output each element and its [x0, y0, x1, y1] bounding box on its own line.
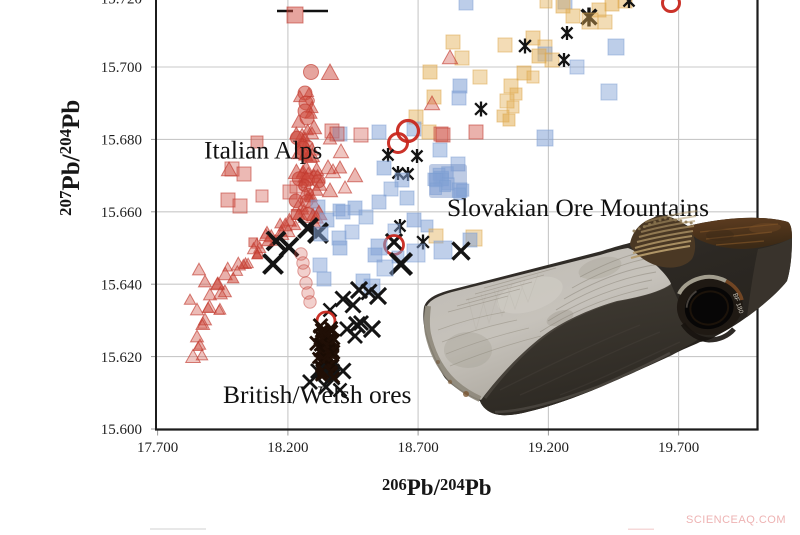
svg-text:207Pb/204Pb: 207Pb/204Pb [56, 100, 85, 216]
svg-text:15.640: 15.640 [101, 277, 142, 293]
svg-text:15.680: 15.680 [101, 133, 142, 149]
svg-text:19.200: 19.200 [528, 440, 569, 456]
svg-text:15.700: 15.700 [101, 60, 142, 76]
svg-text:17.700: 17.700 [137, 440, 178, 456]
svg-text:British/Welsh ores: British/Welsh ores [223, 380, 411, 409]
svg-text:15.600: 15.600 [101, 422, 142, 438]
svg-text:18.200: 18.200 [267, 440, 308, 456]
svg-text:19.700: 19.700 [658, 440, 699, 456]
svg-text:15.660: 15.660 [101, 205, 142, 221]
svg-text:SCIENCEAQ.COM: SCIENCEAQ.COM [686, 514, 786, 526]
svg-text:206Pb/204Pb: 206Pb/204Pb [382, 475, 492, 500]
svg-text:15.720: 15.720 [101, 0, 142, 8]
svg-text:15.620: 15.620 [101, 350, 142, 366]
svg-text:Italian Alps: Italian Alps [204, 136, 322, 165]
svg-text:18.700: 18.700 [397, 440, 438, 456]
